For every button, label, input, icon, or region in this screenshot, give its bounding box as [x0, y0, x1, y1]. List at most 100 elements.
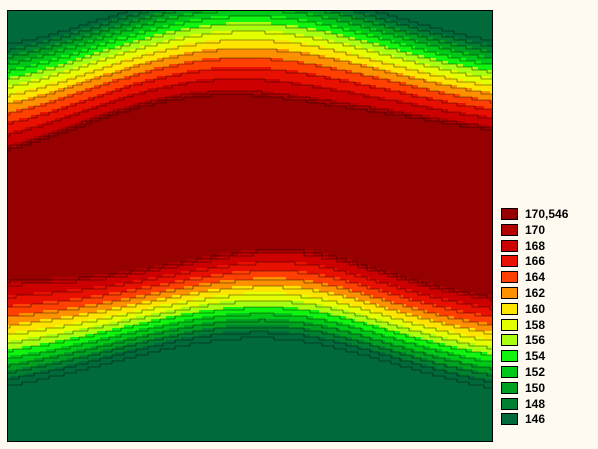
- contour-band-segment: [388, 46, 415, 50]
- contour-band-segment: [97, 94, 127, 98]
- contour-band-segment: [13, 130, 52, 134]
- contour-band-segment: [349, 79, 391, 83]
- contour-band-segment: [352, 343, 373, 347]
- contour-band-segment: [7, 136, 34, 140]
- contour-band-segment: [67, 46, 91, 50]
- contour-band-segment: [313, 13, 343, 17]
- contour-band-segment: [406, 58, 436, 62]
- legend-item: 148: [501, 397, 593, 413]
- contour-band-segment: [52, 277, 91, 281]
- contour-band-segment: [169, 55, 325, 59]
- legend-item: 146: [501, 412, 593, 428]
- contour-band-segment: [58, 97, 88, 101]
- contour-band-segment: [142, 346, 361, 350]
- contour-band-segment: [451, 307, 493, 311]
- contour-band-segment: [379, 76, 415, 80]
- contour-band-segment: [466, 355, 493, 359]
- contour-band-segment: [13, 304, 85, 308]
- contour-band-segment: [445, 286, 493, 290]
- contour-band-segment: [412, 280, 421, 284]
- contour-band-segment: [481, 358, 493, 362]
- contour-band-segment: [7, 115, 31, 119]
- contour-band-segment: [7, 322, 19, 326]
- contour-band-segment: [169, 64, 322, 68]
- contour-band-segment: [94, 325, 124, 329]
- contour-band-segment: [31, 115, 64, 119]
- contour-band-segment: [121, 319, 151, 323]
- legend-swatch: [501, 318, 518, 331]
- contour-band-segment: [184, 61, 304, 65]
- contour-band-segment: [418, 103, 466, 107]
- contour-band-segment: [385, 334, 409, 338]
- contour-band-segment: [400, 331, 424, 335]
- contour-band-segment: [397, 34, 421, 38]
- contour-band-segment: [52, 133, 493, 137]
- contour-band-segment: [7, 124, 37, 128]
- contour-band-segment: [457, 37, 493, 41]
- contour-band-segment: [328, 16, 355, 20]
- contour-band-segment: [172, 73, 316, 77]
- contour-band-segment: [43, 40, 67, 44]
- contour-band-segment: [16, 145, 493, 149]
- contour-band-segment: [388, 61, 418, 65]
- contour-band-segment: [403, 100, 448, 104]
- contour-band-segment: [439, 52, 469, 56]
- legend-swatch: [501, 302, 518, 315]
- contour-band-segment: [154, 331, 184, 335]
- contour-band-segment: [7, 19, 112, 23]
- contour-band-segment: [166, 310, 199, 314]
- contour-band-segment: [109, 100, 145, 104]
- contour-band-segment: [16, 331, 64, 335]
- contour-band-segment: [37, 328, 79, 332]
- contour-band-segment: [355, 37, 382, 41]
- contour-band-segment: [154, 337, 181, 341]
- contour-band-segment: [145, 16, 169, 20]
- contour-band-segment: [154, 325, 184, 329]
- contour-band-segment: [7, 433, 493, 437]
- contour-band-segment: [52, 130, 61, 134]
- contour-band-segment: [214, 295, 310, 299]
- contour-band-segment: [460, 94, 493, 98]
- legend-label: 162: [525, 285, 546, 300]
- contour-band-segment: [199, 259, 340, 263]
- contour-band-segment: [7, 172, 493, 176]
- contour-band-segment: [352, 337, 373, 341]
- contour-band-segment: [436, 304, 478, 308]
- contour-band-segment: [7, 430, 493, 434]
- contour-band-segment: [91, 295, 136, 299]
- contour-band-segment: [115, 283, 160, 287]
- contour-band-segment: [361, 31, 385, 35]
- contour-band-segment: [7, 334, 46, 338]
- contour-band-segment: [226, 22, 271, 26]
- contour-band-segment: [382, 52, 412, 56]
- contour-band-segment: [109, 292, 151, 296]
- contour-band-segment: [19, 313, 79, 317]
- contour-band-segment: [7, 100, 13, 104]
- contour-band-segment: [487, 352, 493, 356]
- contour-band-segment: [421, 292, 463, 296]
- contour-band-segment: [373, 295, 403, 299]
- contour-band-segment: [7, 340, 10, 344]
- contour-band-segment: [52, 109, 82, 113]
- contour-band-segment: [490, 91, 493, 95]
- contour-band-segment: [436, 73, 472, 77]
- contour-band-segment: [391, 19, 493, 23]
- contour-band-segment: [79, 328, 112, 332]
- contour-band-segment: [457, 85, 493, 89]
- contour-band-segment: [85, 88, 115, 92]
- contour-band-segment: [382, 271, 391, 275]
- contour-band-segment: [82, 109, 112, 113]
- contour-band-segment: [142, 340, 166, 344]
- contour-band-segment: [166, 10, 202, 14]
- contour-band-segment: [7, 283, 115, 287]
- contour-band-segment: [7, 427, 493, 431]
- contour-band-segment: [463, 79, 493, 83]
- contour-band-segment: [112, 79, 145, 83]
- contour-band-segment: [7, 217, 493, 221]
- contour-band-segment: [16, 46, 46, 50]
- contour-band-segment: [379, 16, 493, 20]
- contour-band-segment: [40, 319, 88, 323]
- contour-band-segment: [367, 19, 391, 23]
- contour-band-segment: [196, 79, 280, 83]
- contour-band-segment: [415, 355, 439, 359]
